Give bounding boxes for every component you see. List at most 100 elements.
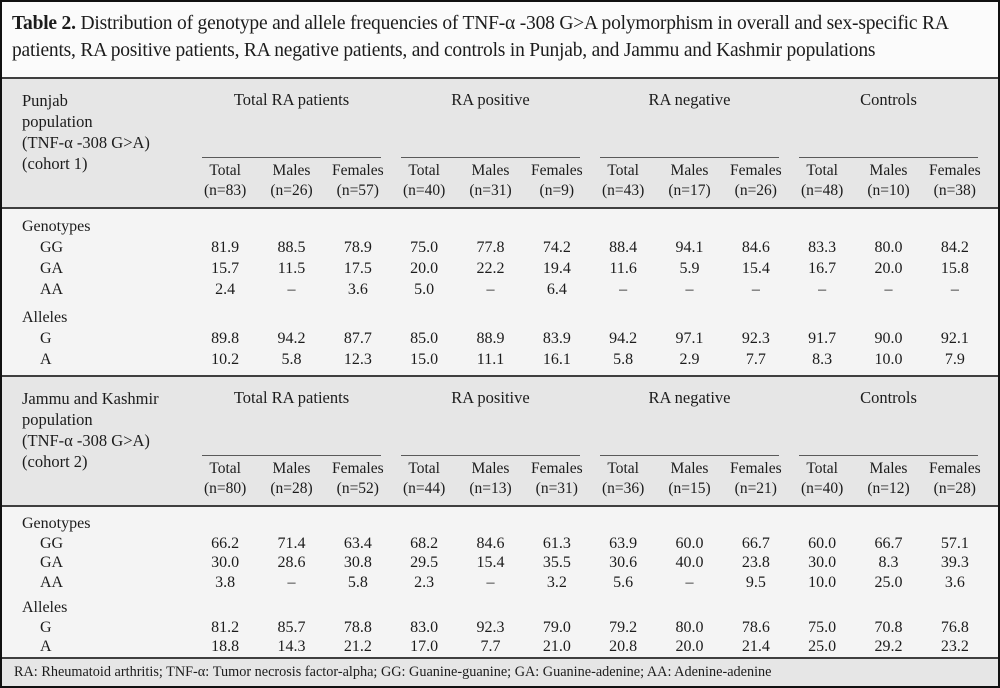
table-row: G 81.2 85.7 78.8 83.0 92.3 79.0 79.2 80.0 78.6 75.… xyxy=(12,618,988,638)
value-cell: 30.8 xyxy=(343,554,372,571)
value-group: 75.0 70.8 76.8 xyxy=(789,618,988,638)
value-cell: 5.0 xyxy=(414,281,435,298)
column-group-header: RA positive Total (n=44) Males (n=13) Females… xyxy=(391,377,590,505)
section-label: Genotypes xyxy=(22,218,91,235)
group-label: RA negative xyxy=(648,90,731,109)
group-rule xyxy=(401,157,580,158)
table-section: Genotypes GG 66.2 71.4 63.4 68.2 84.6 61.3 63.9 6… xyxy=(12,514,988,592)
value-cell: 94.2 xyxy=(609,330,638,347)
group-label: Total RA patients xyxy=(233,388,350,407)
value-group: 3.8 – 5.8 xyxy=(192,573,391,593)
value-group: 10.0 25.0 3.6 xyxy=(789,573,988,593)
value-cell: 78.9 xyxy=(343,239,372,256)
value-cell: 20.0 xyxy=(874,260,903,277)
value-group: – – – xyxy=(590,279,789,300)
value-cell: 21.0 xyxy=(542,638,571,655)
subheader-cell: Total (n=80) xyxy=(192,456,258,505)
table-caption: Table 2. Distribution of genotype and al… xyxy=(2,2,998,77)
value-cell: – xyxy=(486,573,495,591)
value-group: 29.5 15.4 35.5 xyxy=(391,553,590,573)
value-cell: 7.7 xyxy=(745,351,766,368)
table-row: AA 2.4 – 3.6 5.0 – 6.4 – – – – – – xyxy=(12,279,988,300)
value-cell: 16.1 xyxy=(542,351,571,368)
value-cell: 25.0 xyxy=(874,573,903,591)
value-cell: 28.6 xyxy=(277,554,306,571)
value-cell: 20.0 xyxy=(675,638,704,655)
value-group: 25.0 29.2 23.2 xyxy=(789,637,988,657)
subheader-label: Total xyxy=(607,460,639,477)
value-cell: 83.3 xyxy=(808,239,837,256)
value-cell: 35.5 xyxy=(542,554,571,571)
value-cell: 85.7 xyxy=(277,618,306,636)
group-rule xyxy=(799,455,978,456)
subheader-row: Total (n=80) Males (n=28) Females (n=52) xyxy=(192,456,391,505)
value-cell: 5.9 xyxy=(679,260,700,277)
value-cell: 75.0 xyxy=(808,618,837,636)
row-label: A xyxy=(40,638,52,655)
value-cell: 3.6 xyxy=(347,281,368,298)
subheader-label: Females xyxy=(332,162,384,179)
subheader-label: Females xyxy=(929,162,981,179)
value-cell: 17.5 xyxy=(343,260,372,277)
group-rule xyxy=(401,455,580,456)
value-cell: 83.0 xyxy=(410,618,439,636)
subheader-cell: Total (n=43) xyxy=(590,158,656,207)
group-rule xyxy=(202,455,381,456)
subheader-n: (n=12) xyxy=(867,479,910,497)
subheader-n: (n=15) xyxy=(668,479,711,497)
block-header: Jammu and Kashmir population (TNF-α -308 G… xyxy=(2,375,998,507)
subheader-n: (n=21) xyxy=(734,479,777,497)
block-header: Punjab population (TNF-α -308 G>A) (cohort … xyxy=(2,77,998,209)
subheader-n: (n=44) xyxy=(403,479,446,497)
value-cell: 12.3 xyxy=(343,351,372,368)
subheader-cell: Males (n=26) xyxy=(258,158,324,207)
subheader-n: (n=52) xyxy=(336,479,379,497)
subheader-label: Females xyxy=(531,460,583,477)
value-cell: 9.5 xyxy=(745,573,766,591)
value-cell: 84.2 xyxy=(940,239,969,256)
subheader-n: (n=28) xyxy=(270,479,313,497)
row-label: GA xyxy=(40,554,64,571)
subheader-row: Total (n=40) Males (n=12) Females (n=28) xyxy=(789,456,988,505)
group-label: Controls xyxy=(860,388,917,407)
value-cell: 63.9 xyxy=(609,534,638,552)
column-group-header: RA positive Total (n=40) Males (n=31) Females… xyxy=(391,79,590,207)
value-group: 2.3 – 3.2 xyxy=(391,573,590,593)
value-group: 5.0 – 6.4 xyxy=(391,279,590,300)
subheader-label: Total xyxy=(607,162,639,179)
value-group: 63.9 60.0 66.7 xyxy=(590,534,789,554)
value-cell: 5.6 xyxy=(613,573,634,591)
row-label: GA xyxy=(40,260,64,277)
value-cell: 7.9 xyxy=(944,351,965,368)
value-group: 91.7 90.0 92.1 xyxy=(789,328,988,349)
group-label: RA positive xyxy=(451,90,530,109)
block-label: Punjab population (TNF-α -308 G>A) (cohort … xyxy=(12,79,192,207)
value-cell: 88.9 xyxy=(476,330,505,347)
subheader-cell: Females (n=57) xyxy=(325,158,391,207)
subheader-label: Total xyxy=(209,162,241,179)
value-group: 8.3 10.0 7.9 xyxy=(789,349,988,370)
subheader-cell: Males (n=13) xyxy=(457,456,523,505)
value-cell: – xyxy=(486,281,495,298)
value-cell: 10.2 xyxy=(211,351,240,368)
block-body: Genotypes GG 66.2 71.4 63.4 68.2 84.6 61.3 63.9 6… xyxy=(2,507,998,657)
section-label-row: Genotypes xyxy=(12,514,988,534)
value-cell: 79.2 xyxy=(609,618,638,636)
value-cell: 11.1 xyxy=(476,351,505,368)
subheader-label: Females xyxy=(730,162,782,179)
value-group: 16.7 20.0 15.8 xyxy=(789,258,988,279)
value-cell: 7.7 xyxy=(480,638,501,655)
value-cell: 18.8 xyxy=(211,638,240,655)
group-rule xyxy=(799,157,978,158)
table-row: G 89.8 94.2 87.7 85.0 88.9 83.9 94.2 97.1 92.3 91.… xyxy=(12,328,988,349)
value-cell: 66.7 xyxy=(874,534,903,552)
subheader-cell: Males (n=10) xyxy=(855,158,921,207)
value-cell: 11.6 xyxy=(609,260,637,277)
value-cell: 87.7 xyxy=(343,330,372,347)
value-cell: 85.0 xyxy=(410,330,439,347)
subheader-n: (n=38) xyxy=(933,181,976,199)
subheader-label: Males xyxy=(869,460,908,477)
value-cell: 70.8 xyxy=(874,618,903,636)
value-group: 2.4 – 3.6 xyxy=(192,279,391,300)
